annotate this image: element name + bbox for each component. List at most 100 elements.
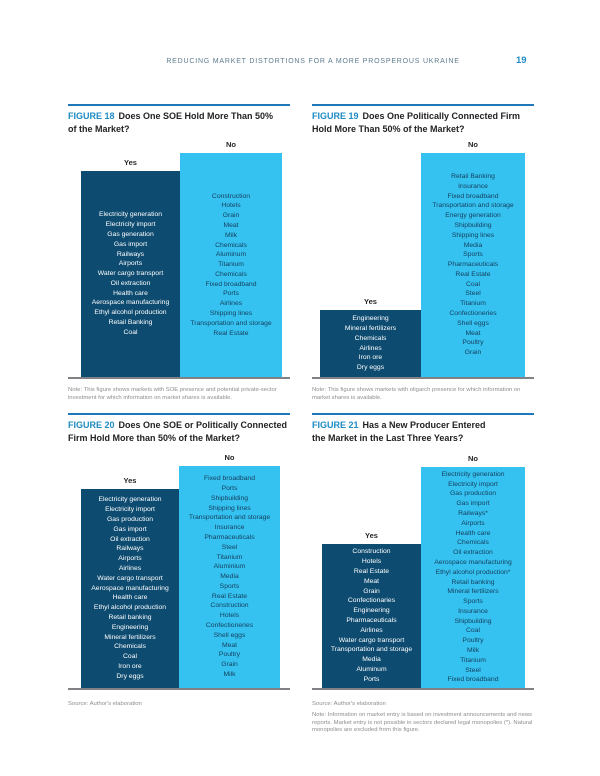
sector-item: Railways [116, 250, 145, 258]
no-column-box: Construction Hotels Grain Meat Milk Chemicals… [180, 153, 282, 377]
sector-item: Mineral fertilizers [104, 633, 156, 641]
figure-20: FIGURE 20 Does One SOE or Politically Con… [68, 413, 290, 748]
sector-item: Electricity generation [441, 470, 505, 478]
sector-item: Coal [466, 280, 480, 288]
figure-label: FIGURE 21 [312, 420, 359, 430]
sector-item: Steel [465, 290, 481, 298]
sector-item: Shipbuilding [454, 617, 492, 625]
figure-title: Does One SOE Hold More Than 50% of the M… [68, 111, 274, 134]
sector-item: Shipbuilding [454, 221, 492, 229]
sector-item: Gas import [456, 500, 490, 508]
yes-column-label: Yes [364, 297, 377, 306]
sector-item: Pharmaceuticals [447, 261, 499, 269]
sector-item: Health care [455, 529, 491, 537]
sector-item: Airlines [360, 626, 383, 634]
no-column-box: Fixed broadband Ports Shipbuilding Shipping… [179, 466, 280, 688]
sector-item: Ethyl alcohol production [93, 604, 167, 612]
sector-item: Aerospace manufacturing [91, 299, 170, 307]
sector-item: Aerospace manufacturing [434, 558, 512, 566]
sector-item: Insurance [458, 182, 488, 190]
sector-item: Meat [223, 221, 239, 229]
figure-source: Source: Author's elaboration [312, 701, 386, 707]
page-number: 19 [516, 55, 527, 66]
chart-baseline [312, 377, 534, 379]
no-column-box: Electricity generation Electricity import… [421, 467, 525, 688]
sector-item: Pharmaceuticals [346, 617, 397, 624]
figure-caption: FIGURE 18 Does One SOE Hold More Than 50%… [68, 110, 304, 135]
sector-item: Oil extraction [453, 549, 493, 557]
sector-item: Media [220, 573, 239, 581]
chart-baseline [68, 688, 290, 690]
sector-item: Shell eggs [213, 631, 246, 639]
figure-title: Does One SOE or Politically Connected Fi… [68, 420, 288, 443]
figure-chart: No Yes Construction Hotels Real Estate Meat… [312, 452, 534, 692]
figure-title: Does One Politically Connected Firm Hold… [312, 111, 521, 134]
sector-item: Real Estate [353, 568, 390, 576]
yes-column-box: Engineering Mineral fertilizers Chemicals A… [320, 310, 421, 377]
no-column-label: No [468, 454, 478, 463]
sector-item: Iron ore [118, 662, 142, 670]
sector-item: Mineral fertilizers [344, 324, 397, 332]
sector-item: Railways [116, 545, 144, 553]
sector-item: Electricity generation [98, 211, 163, 219]
sector-item: Grain [363, 587, 380, 595]
sector-item: Shipping lines [451, 231, 495, 239]
figure-top-rule [312, 104, 534, 106]
figure-top-rule [68, 104, 290, 106]
sector-item: Health care [113, 289, 148, 297]
sector-item: Pharmaceuticals [204, 533, 255, 541]
figure-21: FIGURE 21 Has a New Producer Entered the … [312, 413, 534, 748]
sector-item: Gas import [113, 525, 147, 533]
sector-item: Engineering [353, 607, 390, 615]
sector-item: Engineering [111, 623, 149, 631]
sector-item: Water cargo transport [97, 270, 164, 278]
sector-item: Chemicals [354, 334, 387, 342]
sector-item: Aluminum [356, 665, 387, 673]
figure-caption: FIGURE 19 Does One Politically Connected … [312, 110, 548, 135]
sector-item: Steel [221, 543, 238, 551]
sector-item: Sports [463, 598, 483, 606]
sector-item: Ethyl alcohol production* [435, 568, 511, 576]
sector-item: Real Estate [211, 592, 248, 600]
sector-item: Dry eggs [116, 672, 144, 680]
sector-item: Retail banking [108, 613, 152, 621]
figure-caption: FIGURE 20 Does One SOE or Politically Con… [68, 419, 304, 444]
sector-item: Electricity generation [98, 496, 162, 504]
sector-item: Meat [363, 577, 380, 585]
sector-item: Electricity import [105, 506, 155, 514]
sector-item: Steel [465, 666, 481, 674]
sector-item: Fixed broadband [205, 280, 257, 288]
sector-item: Real Estate [455, 270, 491, 278]
sector-item: Confectionaries [347, 597, 396, 605]
sector-item: Insurance [214, 524, 245, 532]
sector-item: Poultry [218, 651, 241, 659]
sector-item: Ethyl alcohol production [94, 309, 167, 317]
sector-item: Mineral fertilizers [447, 588, 499, 596]
sector-item: Ports [363, 675, 380, 683]
figure-chart: No Yes Engineering Mineral fertilizers Che… [312, 140, 534, 380]
figure-note: Note: This figure shows markets with oli… [312, 387, 521, 401]
sector-item: Airports [118, 555, 142, 563]
sector-item: Poultry [462, 637, 484, 645]
sector-item: Fixed broadband [447, 676, 499, 684]
no-column-label: No [224, 453, 235, 462]
sector-item: Hotels [221, 202, 241, 210]
no-column-label: No [468, 140, 478, 149]
sector-item: Grain [464, 349, 482, 357]
sector-item: Airports [461, 519, 485, 527]
sector-item: Gas production [449, 490, 497, 498]
figure-note: Note: Information on market entry is bas… [312, 712, 533, 734]
no-column-label: No [226, 140, 236, 149]
sector-item: Coal [123, 328, 138, 336]
sector-item: Airlines [118, 565, 142, 572]
sector-item: Coal [123, 653, 137, 661]
figure-chart: No Yes Electricity generation Electricity… [68, 452, 290, 692]
figure-note: Note: This figure shows markets with SOE… [68, 387, 277, 401]
sector-item: Oil extraction [110, 279, 151, 287]
sector-item: Grain [221, 661, 238, 669]
sector-item: Titanium [460, 656, 486, 664]
sector-item: Coal [466, 627, 480, 635]
sector-item: Engineering [352, 315, 389, 323]
sector-item: Ports [221, 484, 238, 492]
sector-item: Health care [112, 594, 148, 602]
